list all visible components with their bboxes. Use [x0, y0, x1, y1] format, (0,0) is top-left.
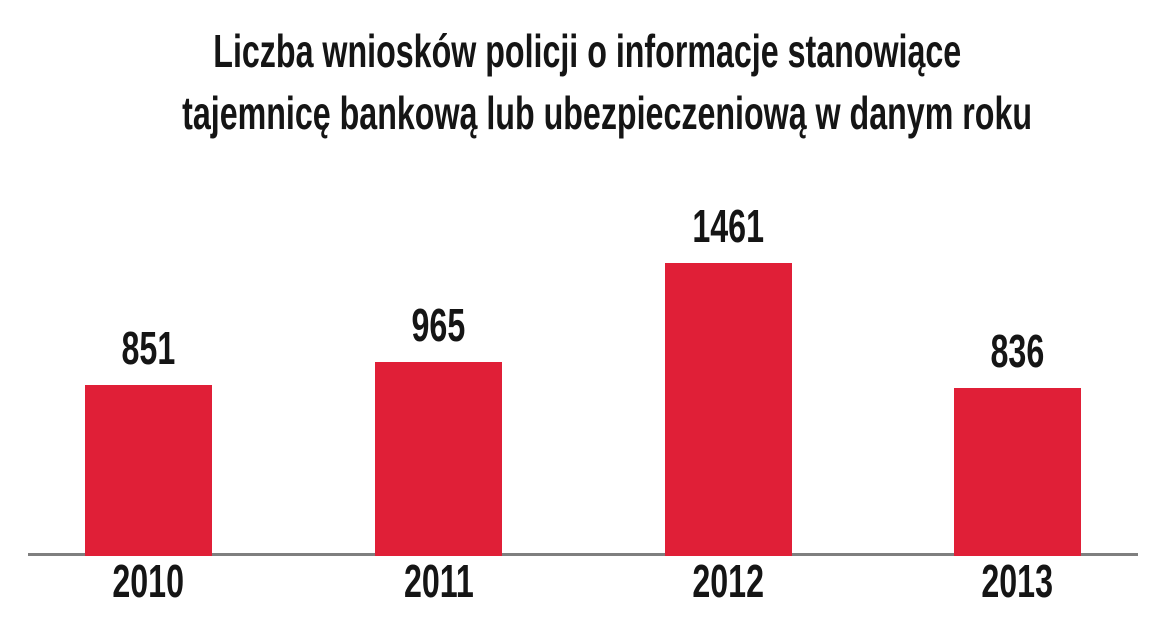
value-label-2010: 851 [121, 322, 176, 374]
tick-label-2013: 2013 [981, 555, 1054, 607]
tick-label-2011: 2011 [403, 555, 474, 607]
x-axis-line [28, 553, 1138, 556]
value-label-2012: 1461 [692, 200, 764, 252]
tick-label-2012: 2012 [692, 555, 764, 607]
chart-title-line-1: Liczba wniosków policji o informacje sta… [213, 25, 961, 77]
chart-title-line-2: tajemnicę bankową lub ubezpieczeniową w … [182, 87, 1033, 139]
bar-2010 [85, 385, 212, 556]
bar-2013 [954, 388, 1081, 556]
tick-label-2010: 2010 [112, 555, 185, 607]
value-label-2011: 965 [411, 299, 466, 351]
value-label-2013: 836 [990, 325, 1045, 377]
bar-2011 [375, 362, 502, 556]
chart-title: Liczba wniosków policji o informacje sta… [0, 20, 1174, 144]
bar-2012 [664, 263, 792, 556]
